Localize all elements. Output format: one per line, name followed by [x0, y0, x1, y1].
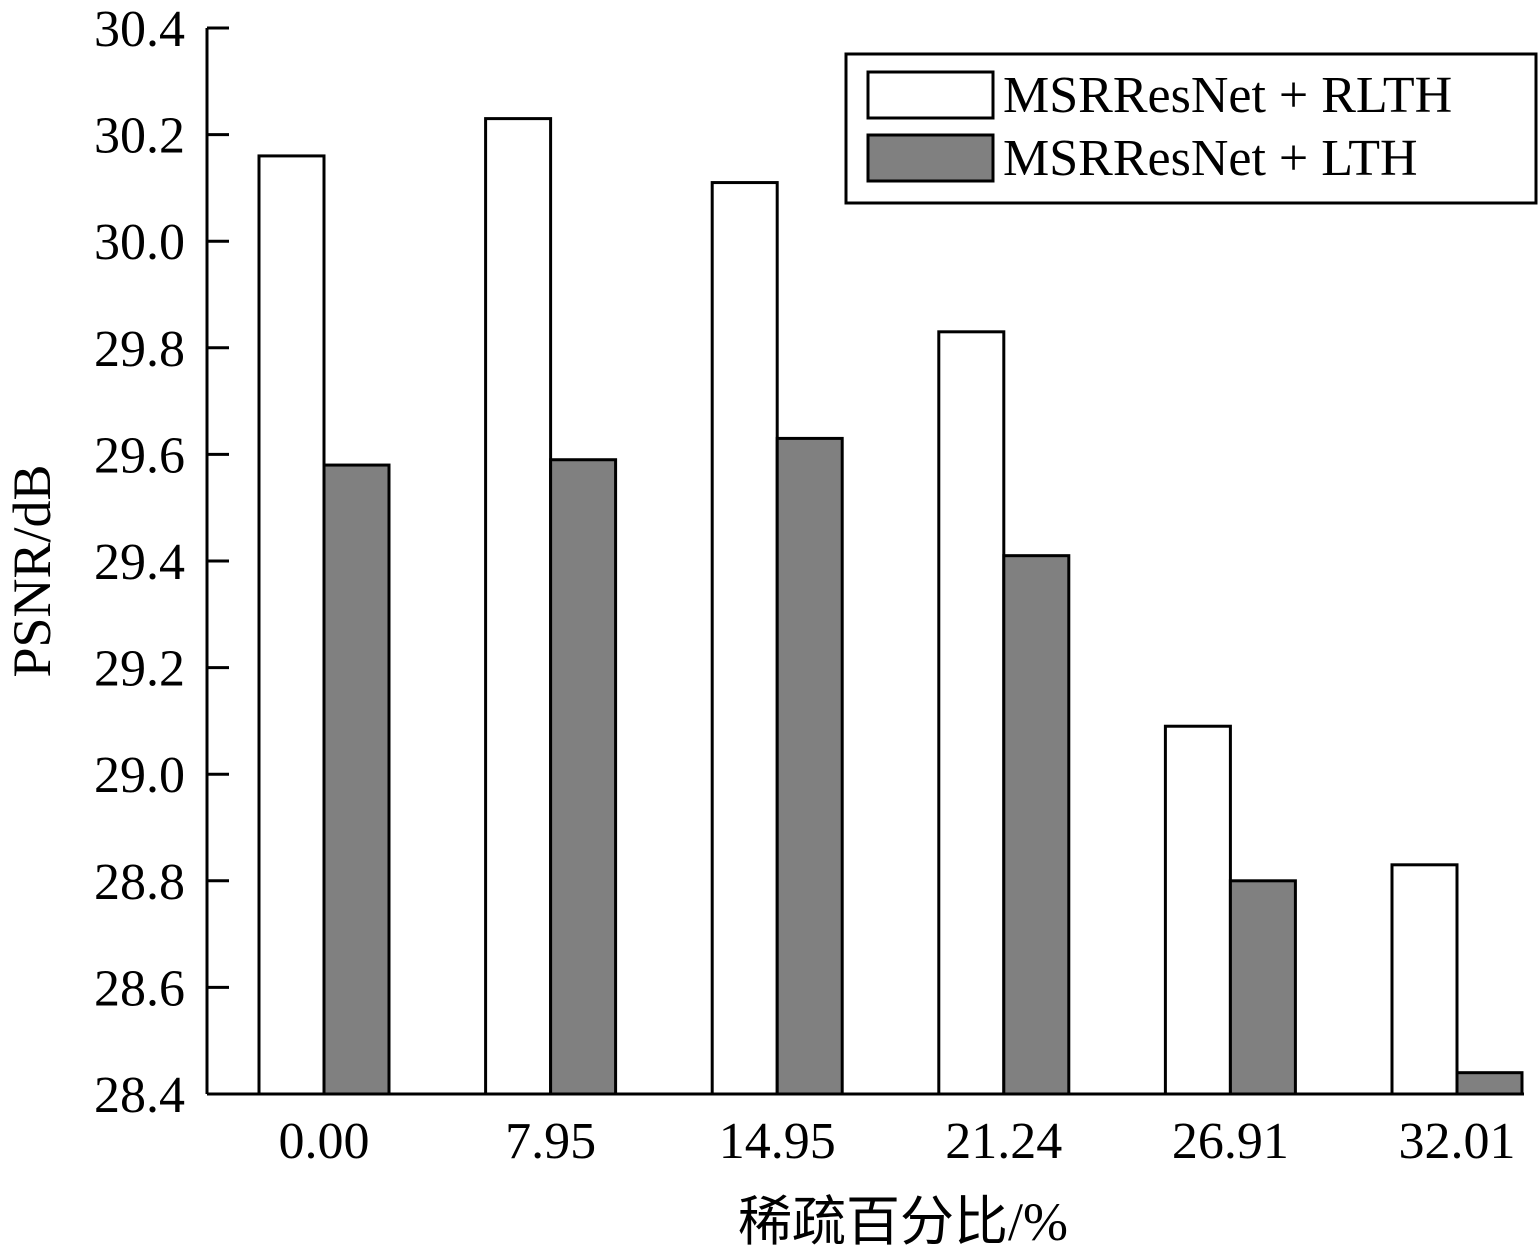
legend-swatch-lth [866, 133, 995, 183]
y-tick-label: 28.6 [94, 960, 185, 1017]
x-tick-label: 0.00 [279, 1113, 370, 1170]
bar-lth-3 [1002, 554, 1071, 1096]
bar-rlth-0 [257, 154, 326, 1096]
y-tick-label: 29.2 [94, 641, 185, 698]
x-axis-title: 稀疏百分比/% [738, 1192, 1068, 1252]
y-tick-label: 28.8 [94, 854, 185, 911]
bar-lth-5 [1455, 1071, 1524, 1096]
bar-lth-2 [775, 436, 844, 1096]
bar-lth-4 [1228, 879, 1297, 1096]
x-tick-label: 14.95 [719, 1113, 836, 1170]
y-tick-label: 30.2 [94, 108, 185, 165]
y-axis-title: PSNR/dB [2, 464, 62, 677]
bars-layer [257, 117, 1524, 1096]
y-tick-label: 28.4 [94, 1067, 185, 1124]
legend-swatch-rlth [866, 70, 995, 120]
x-ticks: 0.00 7.95 14.95 21.24 26.91 32.01 [279, 1113, 1516, 1170]
y-tick-label: 30.0 [94, 214, 185, 271]
legend-label-rlth: MSRResNet + RLTH [1003, 67, 1452, 124]
x-tick-label: 21.24 [945, 1113, 1062, 1170]
y-tick-label: 30.4 [94, 1, 185, 58]
bar-rlth-5 [1390, 863, 1459, 1096]
bar-rlth-3 [937, 330, 1006, 1096]
bar-rlth-4 [1163, 724, 1232, 1096]
bar-rlth-2 [710, 181, 779, 1096]
y-tick-label: 29.0 [94, 747, 185, 804]
y-tick-label: 29.8 [94, 321, 185, 378]
y-tick-label: 29.6 [94, 427, 185, 484]
y-tick-label: 29.4 [94, 534, 185, 591]
bar-lth-1 [549, 458, 618, 1096]
legend: MSRResNet + RLTH MSRResNet + LTH [844, 52, 1538, 205]
bar-rlth-1 [484, 117, 553, 1096]
x-tick-label: 7.95 [505, 1113, 596, 1170]
legend-label-lth: MSRResNet + LTH [1003, 130, 1418, 187]
x-tick-label: 26.91 [1172, 1113, 1289, 1170]
x-tick-label: 32.01 [1399, 1113, 1516, 1170]
y-ticks: 28.4 28.6 28.8 29.0 29.2 29.4 29.6 29.8 30.0 30.2… [94, 1, 229, 1124]
bar-lth-0 [322, 463, 391, 1096]
